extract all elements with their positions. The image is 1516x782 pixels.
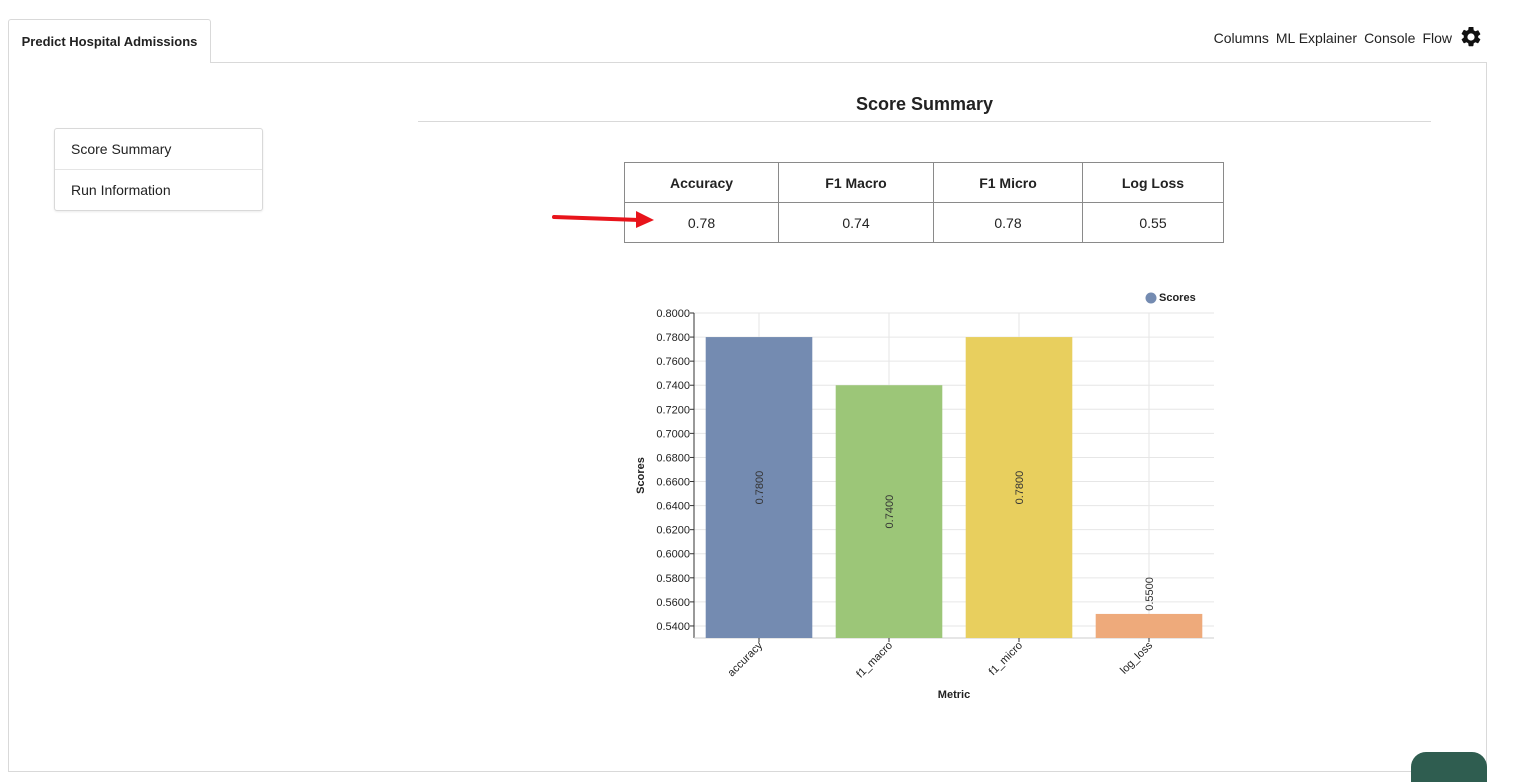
bar-f1_macro — [835, 385, 943, 638]
sidenav-item-run-information[interactable]: Run Information — [55, 169, 262, 210]
nav-columns-link[interactable]: Columns — [1213, 30, 1269, 46]
nav-flow-link[interactable]: Flow — [1422, 30, 1452, 46]
legend-label: Scores — [1159, 292, 1196, 304]
scores-bar-chart: 0.8000 0.7800 0.7600 0.7400 0.7200 0.7000 0.68… — [635, 292, 1214, 701]
x-axis-title: Metric — [938, 689, 970, 701]
chat-widget-button[interactable] — [1411, 752, 1487, 782]
side-navigation: Score Summary Run Information — [54, 128, 263, 211]
y-tick-label: 0.6200 — [656, 525, 690, 537]
value-accuracy: 0.78 — [624, 202, 779, 243]
y-tick-label: 0.6400 — [656, 501, 690, 513]
red-arrow-annotation — [552, 211, 654, 228]
x-tick-label: log_loss — [1118, 639, 1155, 676]
bar-log_loss — [1095, 613, 1203, 638]
value-f1-micro: 0.78 — [933, 202, 1083, 243]
x-tick-label: accuracy — [726, 639, 766, 679]
header-f1-micro: F1 Micro — [933, 162, 1083, 203]
data-label-f1_micro: 0.7800 — [1014, 471, 1026, 505]
y-tick-label: 0.7400 — [656, 380, 690, 392]
legend-swatch — [1145, 292, 1157, 304]
y-tick-label: 0.7000 — [656, 428, 690, 440]
section-title: Score Summary — [855, 94, 994, 114]
value-log-loss: 0.55 — [1082, 202, 1224, 243]
header-accuracy: Accuracy — [624, 162, 779, 203]
bar-f1_micro — [965, 337, 1073, 638]
value-f1-macro: 0.74 — [778, 202, 934, 243]
x-tick-label: f1_micro — [987, 640, 1025, 678]
header-log-loss: Log Loss — [1082, 162, 1224, 203]
tab-predict-hospital-admissions[interactable]: Predict Hospital Admissions — [8, 19, 211, 63]
header-f1-macro: F1 Macro — [778, 162, 934, 203]
x-tick-label: f1_macro — [854, 640, 895, 681]
y-tick-label: 0.7600 — [656, 356, 690, 368]
y-tick-label: 0.7800 — [656, 332, 690, 344]
bar-accuracy — [705, 337, 813, 638]
y-tick-label: 0.8000 — [656, 308, 690, 320]
table-header-row: Accuracy F1 Macro F1 Micro Log Loss — [624, 162, 1224, 203]
gear-icon[interactable] — [1459, 25, 1483, 49]
data-label-log_loss: 0.5500 — [1144, 577, 1156, 611]
y-tick-label: 0.7200 — [656, 404, 690, 416]
y-tick-label: 0.6000 — [656, 549, 690, 561]
sidenav-item-score-summary[interactable]: Score Summary — [71, 141, 172, 157]
scores-table: Accuracy F1 Macro F1 Micro Log Loss 0.78… — [624, 162, 1224, 243]
top-navigation: Columns ML Explainer Console Flow — [1214, 30, 1452, 46]
y-tick-label: 0.5800 — [656, 573, 690, 585]
data-label-f1_macro: 0.7400 — [884, 495, 896, 529]
table-row: 0.78 0.74 0.78 0.55 — [624, 202, 1224, 243]
y-axis-title: Scores — [635, 457, 647, 494]
section-divider — [418, 121, 1431, 122]
nav-console-link[interactable]: Console — [1364, 30, 1416, 46]
y-tick-label: 0.5600 — [656, 597, 690, 609]
y-tick-label: 0.5400 — [656, 621, 690, 633]
y-tick-label: 0.6600 — [656, 477, 690, 489]
y-tick-label: 0.6800 — [656, 452, 690, 464]
nav-ml-explainer-link[interactable]: ML Explainer — [1275, 30, 1358, 46]
data-label-accuracy: 0.7800 — [754, 471, 766, 505]
